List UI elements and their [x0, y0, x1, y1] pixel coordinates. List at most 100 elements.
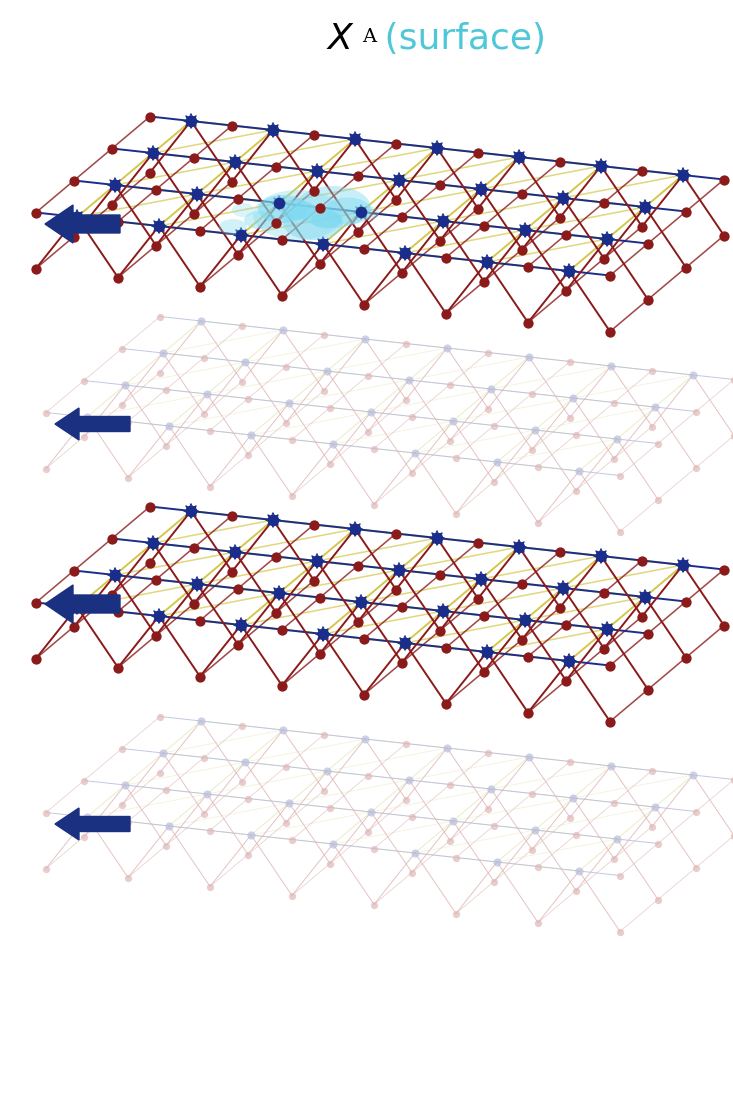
- Point: [321, 362, 333, 380]
- Point: [646, 418, 658, 435]
- Point: [513, 538, 525, 556]
- Point: [359, 330, 371, 348]
- Point: [81, 808, 93, 826]
- Point: [314, 589, 326, 606]
- Point: [163, 417, 175, 434]
- Point: [570, 481, 582, 499]
- Point: [652, 835, 664, 852]
- Point: [687, 766, 699, 783]
- Point: [605, 358, 617, 375]
- Point: [516, 185, 528, 202]
- Point: [570, 882, 582, 899]
- Point: [368, 440, 380, 457]
- Point: [349, 521, 361, 538]
- Point: [406, 864, 418, 882]
- Point: [488, 873, 500, 891]
- Point: [481, 253, 493, 270]
- Point: [598, 640, 610, 657]
- Point: [106, 585, 118, 603]
- Point: [485, 381, 497, 398]
- Point: [314, 255, 326, 272]
- Point: [396, 264, 408, 281]
- Point: [560, 616, 572, 633]
- Point: [277, 322, 289, 339]
- Point: [529, 822, 541, 839]
- Point: [68, 561, 80, 579]
- Point: [154, 307, 166, 325]
- Point: [557, 579, 569, 596]
- Point: [396, 654, 408, 672]
- Point: [687, 366, 699, 384]
- Point: [317, 626, 329, 643]
- Point: [122, 468, 134, 486]
- Point: [390, 190, 402, 208]
- FancyArrow shape: [45, 585, 120, 622]
- Point: [154, 363, 166, 381]
- Point: [154, 708, 166, 725]
- Point: [595, 547, 607, 565]
- Point: [71, 598, 83, 616]
- Point: [81, 408, 93, 426]
- Point: [728, 771, 733, 789]
- Point: [188, 538, 200, 556]
- Point: [400, 791, 412, 808]
- Point: [122, 869, 134, 886]
- Point: [280, 758, 292, 776]
- Point: [475, 570, 487, 587]
- Ellipse shape: [324, 198, 372, 224]
- Point: [365, 404, 377, 421]
- Point: [308, 182, 320, 199]
- Point: [406, 464, 418, 481]
- Point: [478, 663, 490, 680]
- Point: [488, 473, 500, 490]
- Point: [441, 339, 453, 357]
- Point: [144, 554, 156, 571]
- Point: [488, 417, 500, 434]
- Point: [277, 721, 289, 738]
- Point: [434, 176, 446, 194]
- Point: [311, 552, 323, 570]
- Point: [642, 680, 654, 698]
- Point: [109, 176, 121, 194]
- Point: [522, 258, 534, 276]
- Point: [368, 840, 380, 858]
- Point: [557, 189, 569, 207]
- Point: [680, 259, 692, 277]
- Ellipse shape: [253, 190, 343, 240]
- Point: [201, 785, 213, 803]
- Point: [30, 203, 42, 221]
- Point: [516, 574, 528, 592]
- Point: [30, 650, 42, 667]
- Point: [358, 295, 370, 313]
- Point: [40, 804, 52, 822]
- Point: [352, 166, 364, 184]
- Point: [368, 896, 380, 913]
- Point: [157, 345, 169, 362]
- Point: [563, 263, 575, 280]
- Point: [112, 603, 124, 620]
- Point: [270, 158, 282, 175]
- Text: $X$: $X$: [326, 22, 355, 56]
- Point: [276, 231, 288, 248]
- Point: [40, 860, 52, 877]
- Point: [188, 595, 200, 613]
- Point: [78, 372, 90, 389]
- Point: [718, 226, 730, 244]
- Point: [440, 639, 452, 656]
- Point: [185, 113, 197, 130]
- Point: [150, 236, 162, 254]
- Point: [160, 837, 172, 854]
- Point: [194, 612, 206, 629]
- Point: [642, 235, 654, 253]
- Point: [204, 478, 216, 496]
- Point: [235, 226, 247, 244]
- Point: [400, 391, 412, 408]
- Ellipse shape: [311, 211, 341, 229]
- Point: [232, 189, 244, 207]
- Point: [245, 826, 257, 843]
- Point: [399, 244, 411, 261]
- Point: [122, 813, 134, 830]
- Point: [573, 463, 585, 480]
- Point: [522, 648, 534, 665]
- Point: [226, 117, 238, 135]
